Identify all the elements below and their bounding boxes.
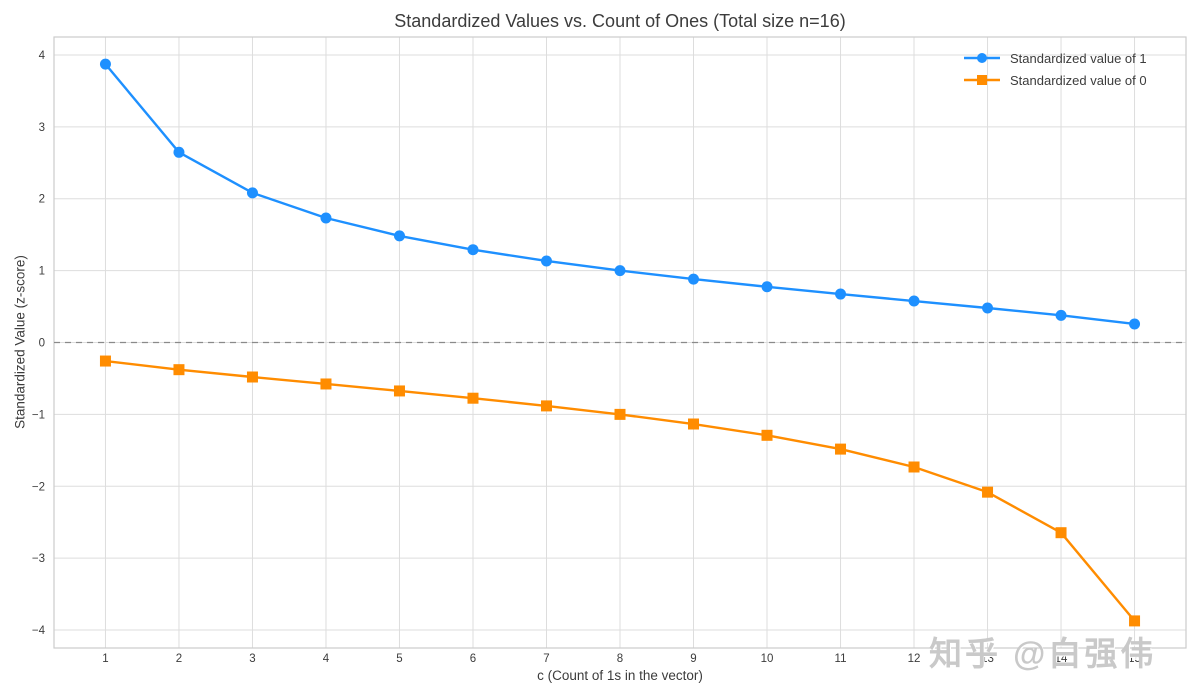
data-point-circle [1055, 309, 1067, 321]
y-tick-label: −2 [32, 481, 45, 493]
data-point-square [99, 355, 111, 367]
y-tick-label: −1 [32, 409, 45, 421]
x-tick-label: 4 [323, 653, 330, 665]
y-tick-label: −3 [32, 553, 45, 565]
x-tick-label: 8 [617, 653, 623, 665]
y-axis-label: Standardized Value (z-score) [12, 255, 28, 429]
data-point-circle [540, 255, 552, 267]
data-point-square [688, 418, 700, 430]
x-axis-label: c (Count of 1s in the vector) [537, 668, 703, 683]
legend-item: Standardized value of 1 [963, 47, 1147, 69]
x-tick-label: 5 [396, 653, 402, 665]
data-point-circle [761, 281, 773, 293]
x-tick-label: 1 [102, 653, 108, 665]
legend-line-square-icon [964, 75, 1000, 85]
data-point-circle [982, 302, 994, 314]
legend: Standardized value of 1 Standardized valu… [963, 47, 1147, 91]
x-tick-label: 12 [908, 653, 921, 665]
data-point-circle [246, 187, 258, 199]
legend-sample-marker [977, 53, 987, 63]
data-point-square [173, 364, 185, 376]
y-tick-label: 1 [39, 266, 45, 278]
data-point-circle [467, 244, 479, 256]
data-point-circle [393, 230, 405, 242]
data-point-square [908, 461, 920, 473]
data-point-circle [908, 295, 920, 307]
data-point-circle [99, 58, 111, 70]
data-point-circle [688, 273, 700, 285]
data-point-square [467, 392, 479, 404]
data-point-square [835, 443, 847, 455]
data-point-square [540, 400, 552, 412]
watermark: 知乎 @白强伟 [929, 635, 1157, 672]
x-tick-label: 2 [176, 653, 182, 665]
legend-label: Standardized value of 1 [1010, 50, 1147, 66]
data-point-circle [320, 212, 332, 224]
data-point-square [1129, 615, 1141, 627]
data-point-circle [614, 265, 626, 277]
data-point-square [393, 385, 405, 397]
x-tick-label: 14 [1055, 653, 1068, 665]
x-tick-label: 3 [249, 653, 255, 665]
x-tick-label: 10 [761, 653, 774, 665]
data-point-square [246, 371, 258, 383]
data-point-square [761, 429, 773, 441]
data-point-square [614, 408, 626, 420]
data-point-square [1055, 527, 1067, 539]
legend-line-circle-icon [964, 53, 1000, 63]
x-tick-label: 15 [1128, 653, 1141, 665]
legend-label: Standardized value of 0 [1010, 72, 1147, 88]
chart-title: Standardized Values vs. Count of Ones (T… [394, 11, 846, 31]
x-tick-label: 11 [835, 653, 847, 665]
legend-item: Standardized value of 0 [963, 69, 1147, 91]
x-tick-label: 9 [690, 653, 696, 665]
y-tick-label: 0 [39, 338, 45, 350]
x-tick-label: 7 [543, 653, 549, 665]
data-point-square [982, 486, 994, 498]
y-tick-label: −4 [32, 625, 46, 637]
data-point-circle [835, 288, 847, 300]
y-tick-label: 4 [39, 50, 46, 62]
x-tick-label: 13 [981, 653, 994, 665]
data-point-circle [1129, 318, 1141, 330]
data-point-square [320, 378, 332, 390]
y-tick-label: 3 [39, 122, 45, 134]
data-point-circle [173, 146, 185, 158]
legend-sample-marker [977, 75, 987, 85]
y-tick-label: 2 [39, 194, 45, 206]
x-tick-label: 6 [470, 653, 476, 665]
